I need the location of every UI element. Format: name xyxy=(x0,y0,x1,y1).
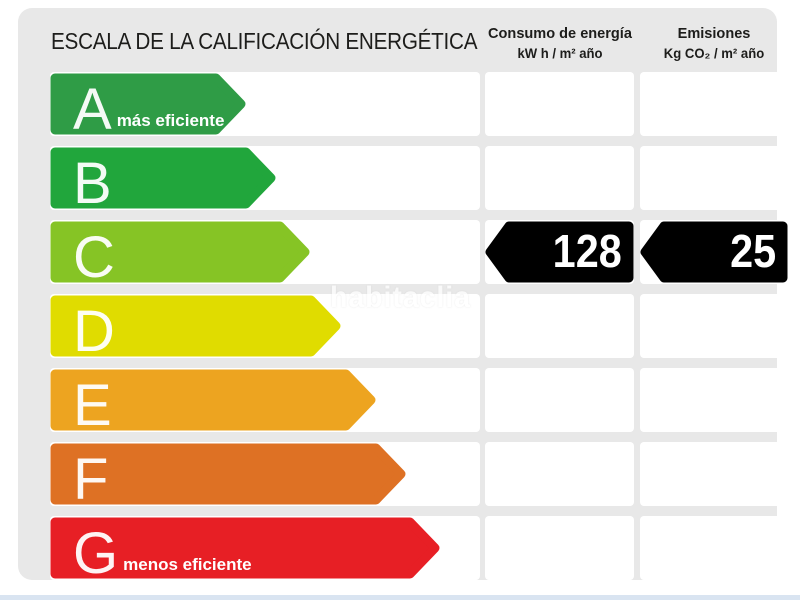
consumo-column-header: Consumo de energía kW h / m² año xyxy=(480,25,640,61)
scale-cell-e: E xyxy=(50,368,480,435)
consumo-cell-b xyxy=(485,146,634,210)
consumo-value: 128 xyxy=(552,225,622,278)
consumo-cell-g xyxy=(485,516,634,580)
consumo-cell-c: 128 xyxy=(485,220,634,284)
scale-cell-f: F xyxy=(50,442,480,509)
rating-letter-g: G xyxy=(73,521,119,586)
scale-cell-d: D xyxy=(50,294,480,361)
consumo-header-title: Consumo de energía xyxy=(488,25,632,42)
rating-row-f: F xyxy=(50,442,788,509)
qualifier-label-a: más eficiente xyxy=(116,111,225,130)
emisiones-column-header: Emisiones Kg CO₂ / m² año xyxy=(635,25,793,61)
rating-row-c: C 128 25 xyxy=(50,220,788,287)
certificate-panel: ESCALA DE LA CALIFICACIÓN ENERGÉTICA Con… xyxy=(18,8,788,583)
rating-row-e: E xyxy=(50,368,788,435)
bar-label-d: D xyxy=(73,303,115,361)
emisiones-value-arrow xyxy=(640,221,788,283)
consumo-value-arrow xyxy=(485,221,634,283)
emisiones-cell-f xyxy=(640,442,788,506)
rating-arrow-c xyxy=(50,221,310,283)
emisiones-value: 25 xyxy=(729,225,776,278)
rating-arrow-f xyxy=(50,443,406,505)
consumo-cell-f xyxy=(485,442,634,506)
scale-cell-b: B xyxy=(50,146,480,213)
bar-label-b: B xyxy=(73,155,112,213)
consumo-cell-a xyxy=(485,72,634,136)
rating-row-b: B xyxy=(50,146,788,213)
rating-arrow-d xyxy=(50,295,341,357)
emisiones-cell-b xyxy=(640,146,788,210)
rating-arrow-g xyxy=(50,517,440,579)
rating-arrow-e xyxy=(50,369,376,431)
rating-letter-a: A xyxy=(73,77,112,142)
consumo-cell-e xyxy=(485,368,634,432)
rating-arrow-a xyxy=(50,73,246,135)
emisiones-header-title: Emisiones xyxy=(677,25,751,42)
emisiones-cell-d xyxy=(640,294,788,358)
rating-row-d: D xyxy=(50,294,788,361)
consumo-cell-d xyxy=(485,294,634,358)
bar-label-f: F xyxy=(73,451,108,509)
rating-letter-e: E xyxy=(73,373,112,438)
bottom-divider xyxy=(0,595,800,600)
rating-letter-b: B xyxy=(73,151,112,216)
scale-cell-c: C xyxy=(50,220,480,287)
bar-label-e: E xyxy=(73,377,112,435)
rating-letter-c: C xyxy=(73,225,115,290)
emisiones-cell-a xyxy=(640,72,788,136)
emisiones-cell-g xyxy=(640,516,788,580)
qualifier-label-g: menos eficiente xyxy=(123,555,252,574)
rating-arrow-b xyxy=(50,147,276,209)
emisiones-header-unit: Kg CO₂ / m² año xyxy=(663,46,765,61)
bar-label-c: C xyxy=(73,229,115,287)
page-title: ESCALA DE LA CALIFICACIÓN ENERGÉTICA xyxy=(51,28,478,54)
rating-letter-d: D xyxy=(73,299,115,364)
rating-letter-f: F xyxy=(73,447,109,512)
emisiones-cell-c: 25 xyxy=(640,220,788,284)
consumo-header-unit: kW h / m² año xyxy=(517,46,603,61)
emisiones-cell-e xyxy=(640,368,788,432)
